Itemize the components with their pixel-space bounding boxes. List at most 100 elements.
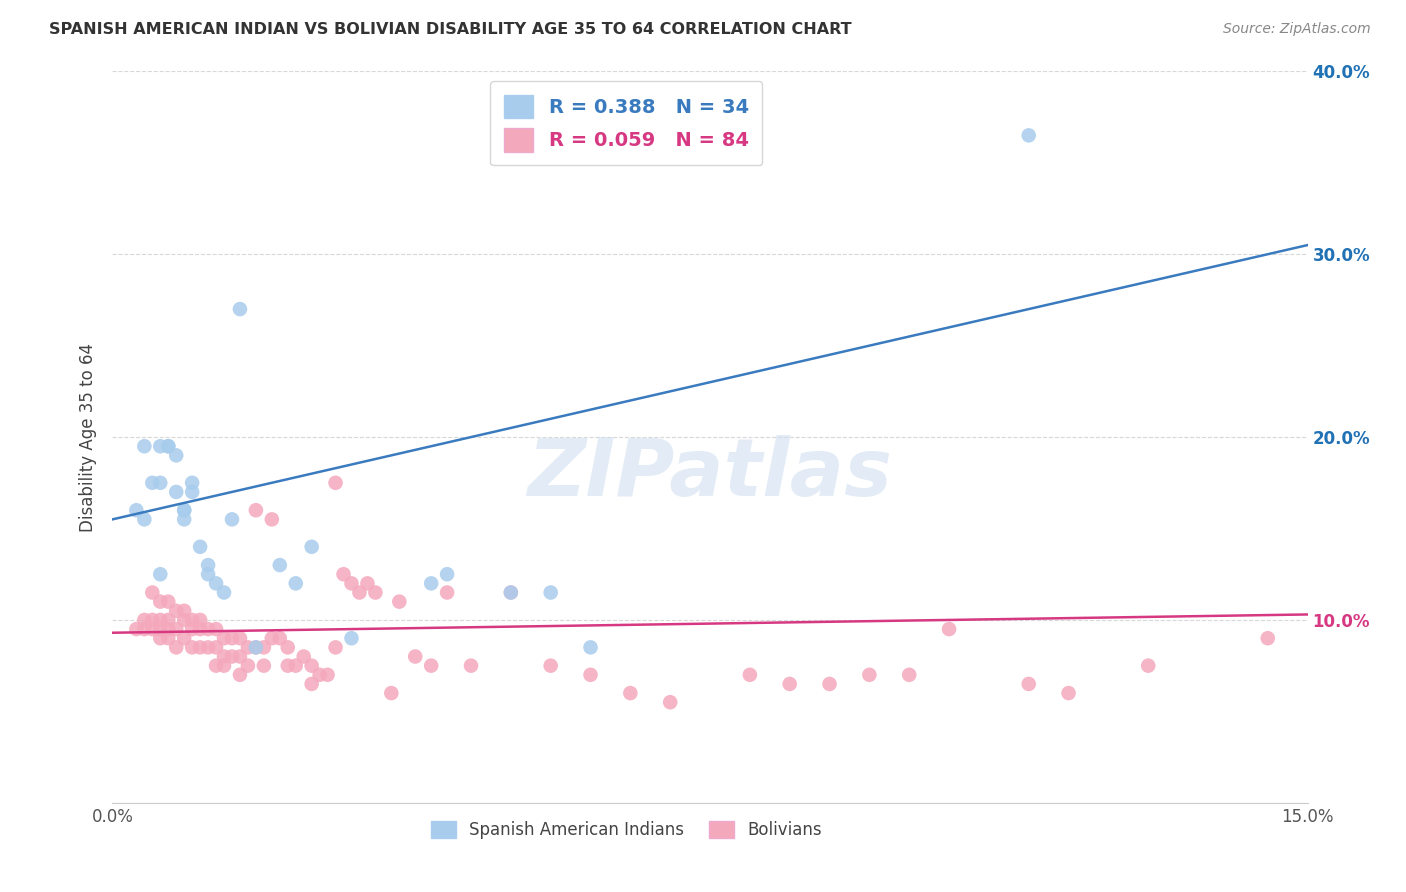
Point <box>245 640 267 655</box>
Point <box>134 613 156 627</box>
Point <box>205 576 228 591</box>
Point <box>173 512 195 526</box>
Point <box>157 622 180 636</box>
Point <box>253 658 276 673</box>
Point <box>818 677 841 691</box>
Point <box>260 512 283 526</box>
Legend: Spanish American Indians, Bolivians: Spanish American Indians, Bolivians <box>425 814 828 846</box>
Point <box>301 658 323 673</box>
Point <box>181 485 204 500</box>
Point <box>269 558 291 573</box>
Point <box>165 485 187 500</box>
Point <box>579 640 602 655</box>
Point <box>165 640 187 655</box>
Point <box>301 677 323 691</box>
Point <box>436 585 458 599</box>
Point <box>316 667 339 681</box>
Point <box>540 585 562 599</box>
Point <box>134 512 156 526</box>
Point <box>388 594 411 608</box>
Point <box>499 585 522 599</box>
Point <box>420 658 443 673</box>
Point <box>181 622 204 636</box>
Point <box>1018 677 1040 691</box>
Point <box>188 622 211 636</box>
Point <box>619 686 641 700</box>
Point <box>659 695 682 709</box>
Point <box>404 649 426 664</box>
Point <box>157 439 180 453</box>
Point <box>149 439 172 453</box>
Point <box>157 594 180 608</box>
Point <box>236 640 259 655</box>
Point <box>212 632 235 646</box>
Point <box>134 439 156 453</box>
Point <box>188 613 211 627</box>
Text: SPANISH AMERICAN INDIAN VS BOLIVIAN DISABILITY AGE 35 TO 64 CORRELATION CHART: SPANISH AMERICAN INDIAN VS BOLIVIAN DISA… <box>49 22 852 37</box>
Point <box>1137 658 1160 673</box>
Point <box>284 576 307 591</box>
Point <box>858 667 880 681</box>
Point <box>205 622 228 636</box>
Point <box>277 658 299 673</box>
Point <box>181 475 204 490</box>
Point <box>325 640 347 655</box>
Point <box>253 640 276 655</box>
Point <box>229 649 252 664</box>
Point <box>938 622 960 636</box>
Point <box>173 503 195 517</box>
Point <box>779 677 801 691</box>
Point <box>301 540 323 554</box>
Point <box>188 640 211 655</box>
Point <box>277 640 299 655</box>
Point <box>436 567 458 582</box>
Point <box>157 613 180 627</box>
Point <box>125 503 148 517</box>
Point <box>173 613 195 627</box>
Point <box>356 576 378 591</box>
Point <box>181 640 204 655</box>
Point <box>134 622 156 636</box>
Point <box>205 658 228 673</box>
Point <box>229 667 252 681</box>
Point <box>141 613 163 627</box>
Point <box>149 613 172 627</box>
Point <box>141 585 163 599</box>
Point <box>340 576 363 591</box>
Point <box>284 658 307 673</box>
Point <box>212 649 235 664</box>
Point <box>245 640 267 655</box>
Point <box>212 585 235 599</box>
Point <box>141 622 163 636</box>
Point <box>149 632 172 646</box>
Point <box>165 448 187 462</box>
Point <box>738 667 761 681</box>
Point <box>149 475 172 490</box>
Text: Source: ZipAtlas.com: Source: ZipAtlas.com <box>1223 22 1371 37</box>
Y-axis label: Disability Age 35 to 64: Disability Age 35 to 64 <box>79 343 97 532</box>
Point <box>229 301 252 317</box>
Point <box>499 585 522 599</box>
Point <box>308 667 330 681</box>
Point <box>245 503 267 517</box>
Point <box>165 604 187 618</box>
Point <box>1257 632 1279 646</box>
Point <box>420 576 443 591</box>
Point <box>173 503 195 517</box>
Point <box>349 585 371 599</box>
Text: ZIPatlas: ZIPatlas <box>527 434 893 513</box>
Point <box>221 512 243 526</box>
Point <box>229 632 252 646</box>
Point <box>898 667 921 681</box>
Point <box>1018 128 1040 143</box>
Point <box>236 658 259 673</box>
Point <box>149 622 172 636</box>
Point <box>157 632 180 646</box>
Point <box>197 558 219 573</box>
Point <box>173 632 195 646</box>
Point <box>212 658 235 673</box>
Point <box>380 686 402 700</box>
Point <box>325 475 347 490</box>
Point <box>579 667 602 681</box>
Point <box>540 658 562 673</box>
